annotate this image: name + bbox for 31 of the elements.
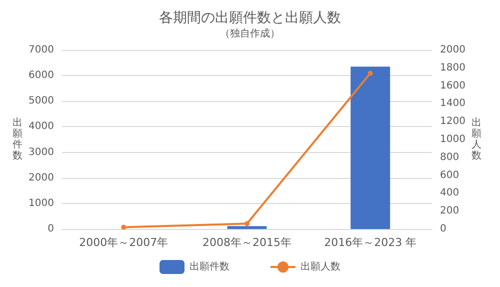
y2-tick-label: 1600 — [440, 80, 466, 92]
y-axis-title: 出願件数 — [12, 116, 23, 162]
legend-label: 出願件数 — [190, 260, 230, 272]
y2-tick-label: 1200 — [440, 116, 466, 128]
y-tick-label: 1000 — [28, 198, 54, 209]
y-tick-label: 2000 — [28, 172, 54, 184]
y2-tick-label: 200 — [440, 206, 460, 217]
y2-tick-label: 0 — [440, 224, 446, 234]
y-tick-label: 6000 — [28, 70, 54, 82]
y2-tick-label: 600 — [440, 170, 460, 181]
y2-tick-label: 400 — [440, 188, 460, 199]
y-tick-label: 3000 — [28, 146, 54, 158]
y2-tick-label: 1400 — [440, 98, 466, 110]
y2-axis-title: 出願人数 — [471, 116, 482, 162]
y2-tick-label: 800 — [440, 152, 460, 163]
y-tick-label: 4000 — [28, 121, 54, 132]
y-tick-label: 0 — [48, 224, 54, 234]
x-tick-label: 2000年～2007年 — [79, 236, 168, 249]
y-tick-label: 5000 — [28, 96, 54, 107]
point — [244, 221, 250, 226]
chart-subtitle: （独自作成） — [220, 28, 280, 40]
y2-tick-label: 2000 — [440, 44, 466, 56]
x-tick-label: 2008年～2015年 — [202, 236, 292, 249]
y2-tick-label: 1800 — [440, 62, 466, 74]
chart-title: 各期間の出願件数と出願人数 — [159, 10, 341, 26]
y-tick-label: 7000 — [28, 44, 54, 56]
x-tick-label: 2016年～2023 年 — [324, 236, 417, 249]
point — [368, 70, 373, 76]
legend-label: 出願人数 — [300, 260, 340, 272]
point — [121, 224, 126, 230]
y2-tick-label: 1000 — [440, 134, 466, 145]
